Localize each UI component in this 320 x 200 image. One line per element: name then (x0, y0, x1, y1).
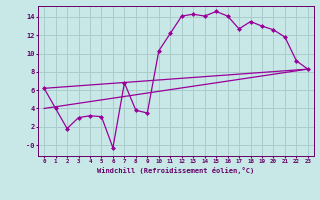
X-axis label: Windchill (Refroidissement éolien,°C): Windchill (Refroidissement éolien,°C) (97, 167, 255, 174)
